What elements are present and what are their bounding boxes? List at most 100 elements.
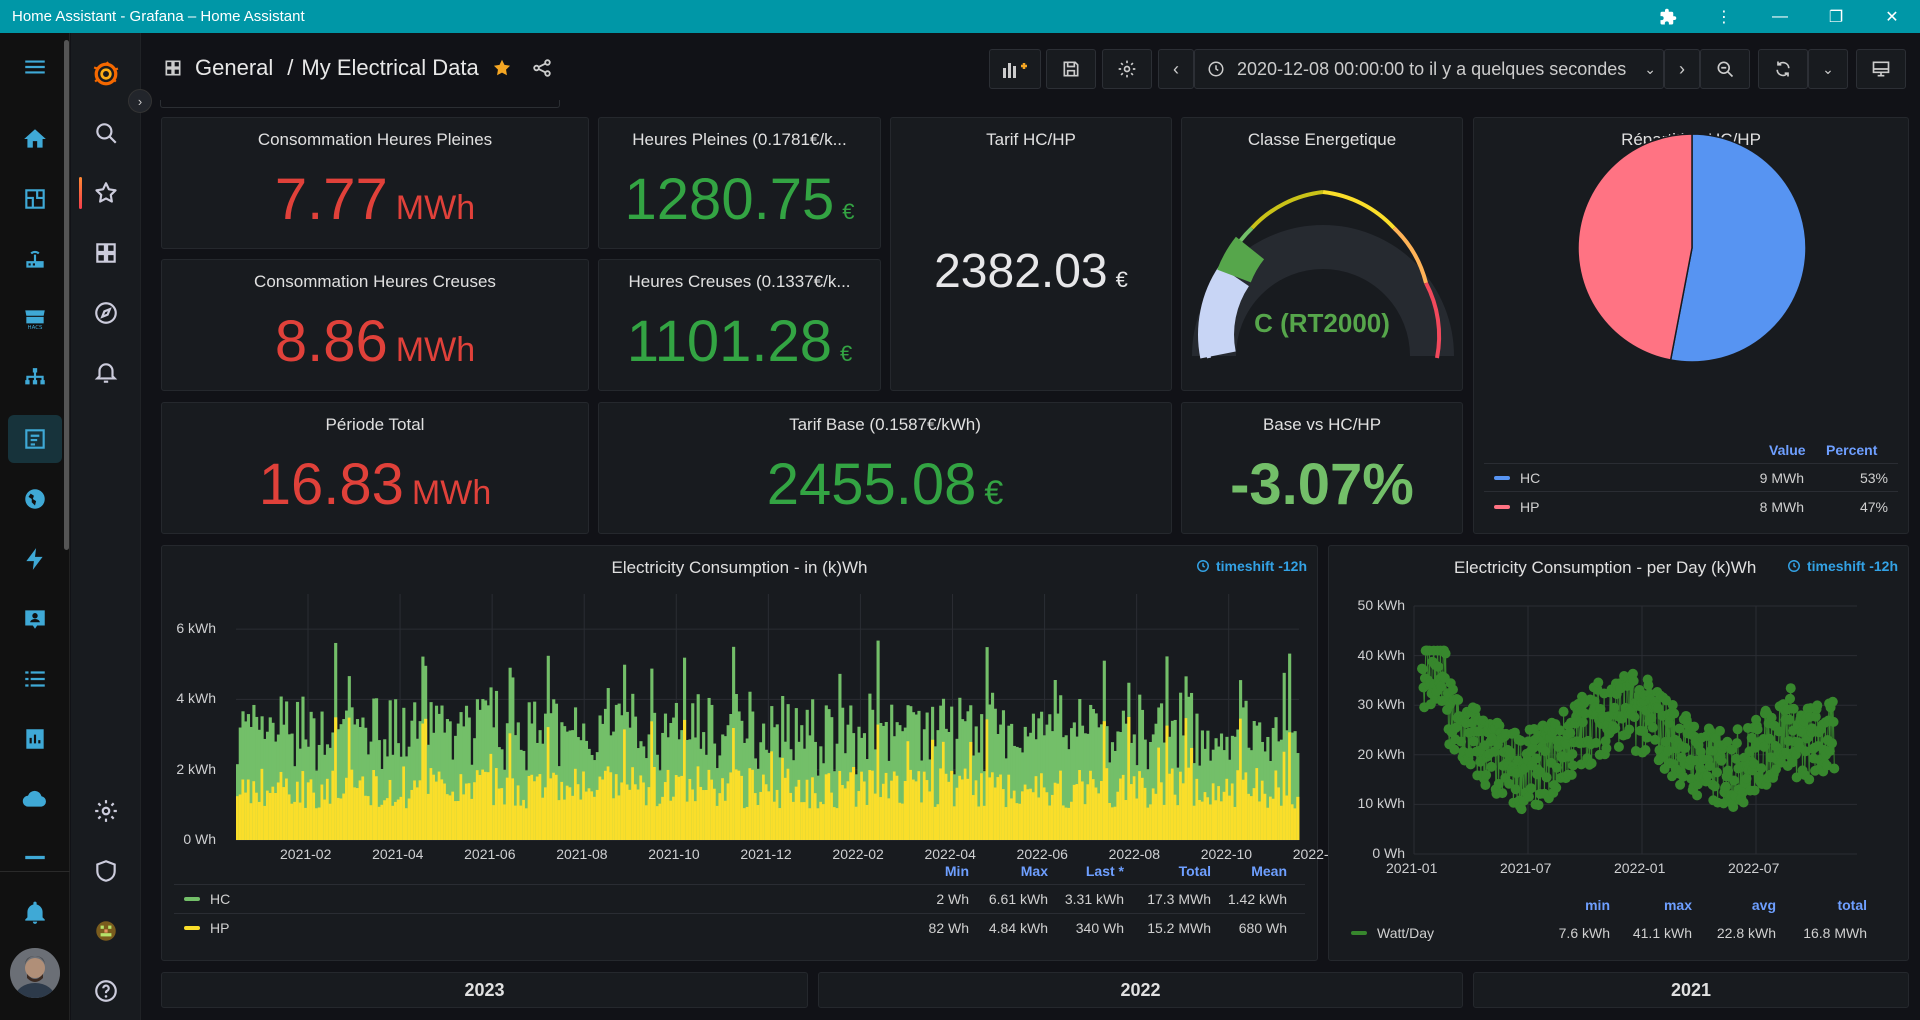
sidebar-expand-button[interactable]: › — [128, 89, 152, 113]
grafana-panel-icon[interactable] — [8, 415, 62, 463]
bar-hc — [977, 752, 981, 840]
bar-hp — [677, 776, 681, 840]
bar-hc — [745, 738, 749, 840]
alerting-icon[interactable] — [85, 352, 127, 394]
panel-consumption-chart[interactable]: Electricity Consumption - in (k)Wh times… — [161, 545, 1344, 961]
panel-tarif-base[interactable]: Tarif Base (0.1587€/kWh) 2455.08 € — [598, 402, 1172, 534]
bar-hc — [1285, 730, 1289, 840]
floorplan-icon[interactable] — [8, 175, 62, 223]
bar-hp — [854, 806, 858, 840]
time-back-button[interactable]: ‹ — [1158, 49, 1194, 89]
panel-base-vs[interactable]: Base vs HC/HP -3.07% — [1181, 402, 1463, 534]
panel-hp-consumption[interactable]: Consommation Heures Pleines 7.77 MWh — [161, 117, 589, 249]
bar-hp — [653, 767, 657, 840]
hacs-icon[interactable]: HACS — [8, 295, 62, 343]
time-forward-button[interactable]: › — [1664, 49, 1700, 89]
refresh-button[interactable] — [1758, 49, 1808, 89]
bar-hp — [437, 771, 441, 840]
tv-mode-button[interactable] — [1856, 49, 1906, 89]
scatter-point — [1551, 782, 1562, 793]
row-header-2022[interactable]: 2022 — [818, 972, 1463, 1008]
breadcrumb-dashboard[interactable]: My Electrical Data — [301, 55, 479, 80]
bar-hp — [595, 789, 599, 840]
starred-icon[interactable] — [85, 172, 127, 214]
network-icon[interactable] — [8, 355, 62, 403]
explore-icon[interactable] — [85, 292, 127, 334]
bar-hc — [606, 688, 610, 840]
consumption-bar-chart[interactable] — [162, 546, 1319, 846]
globe-icon[interactable] — [8, 475, 62, 523]
configuration-icon[interactable] — [85, 790, 127, 832]
bar-hp — [285, 778, 289, 840]
bar-hp — [323, 799, 327, 840]
bar-hp — [1138, 771, 1142, 840]
search-icon[interactable] — [85, 112, 127, 154]
favorite-star-icon[interactable] — [491, 57, 513, 79]
close-icon[interactable]: ✕ — [1885, 8, 1899, 26]
user-avatar[interactable] — [10, 948, 60, 998]
refresh-interval-dropdown[interactable]: ⌄ — [1808, 49, 1848, 89]
legend-row[interactable]: HC 2 Wh 6.61 kWh 3.31 kWh 17.3 MWh 1.42 kWh — [184, 891, 1305, 907]
restore-icon[interactable]: ❐ — [1828, 8, 1844, 26]
legend-row[interactable]: Watt/Day 7.6 kWh 41.1 kWh 22.8 kWh 16.8 MWh — [1351, 925, 1896, 941]
grafana-user-avatar[interactable] — [85, 910, 127, 952]
panel-hp-cost[interactable]: Heures Pleines (0.1781€/k... 1280.75 € — [598, 117, 881, 249]
zoom-out-button[interactable] — [1700, 49, 1750, 89]
legend-value: 9 MWh — [1759, 470, 1804, 486]
grafana-logo-icon[interactable] — [85, 53, 127, 95]
pie-slice-hp[interactable] — [1577, 133, 1693, 361]
panel-energy-class[interactable]: Classe Energetique C (RT2000) — [1181, 117, 1463, 391]
time-range-picker[interactable]: 2020-12-08 00:00:00 to il y a quelques s… — [1194, 49, 1664, 89]
minimize-icon[interactable]: — — [1772, 7, 1788, 25]
panel-repartition[interactable]: Répartition HC/HP Value Percent HC 9 MWh… — [1473, 117, 1909, 534]
person-card-icon[interactable] — [8, 595, 62, 643]
bar-hc — [355, 719, 360, 840]
dashboards-icon[interactable] — [85, 232, 127, 274]
bar-hc — [434, 705, 439, 840]
add-panel-button[interactable] — [989, 49, 1041, 89]
bar-hp — [391, 805, 395, 840]
kebab-menu-icon[interactable]: ⋮ — [1716, 8, 1732, 26]
bar-hc — [993, 708, 997, 840]
bar-hp — [429, 768, 433, 840]
legend-value: 4.84 kWh — [988, 920, 1048, 936]
legend-row[interactable]: HC 9 MWh 53% — [1494, 470, 1888, 486]
panel-hc-cost[interactable]: Heures Creuses (0.1337€/k... 1101.28 € — [598, 259, 881, 391]
sidebar-scrollbar[interactable] — [64, 40, 69, 550]
save-dashboard-button[interactable] — [1046, 49, 1096, 89]
menu-icon[interactable] — [8, 43, 62, 91]
bar-hp — [1031, 792, 1036, 840]
extensions-icon[interactable] — [1640, 0, 1696, 33]
help-icon[interactable] — [85, 970, 127, 1012]
logbook-icon[interactable] — [8, 655, 62, 703]
cloud-icon[interactable] — [8, 775, 62, 823]
dashboard-settings-button[interactable] — [1102, 49, 1152, 89]
panel-total-period[interactable]: Période Total 16.83 MWh — [161, 402, 589, 534]
bar-hp — [1279, 805, 1284, 840]
legend-row[interactable]: HP 82 Wh 4.84 kWh 340 Wh 15.2 MWh 680 Wh — [184, 920, 1305, 936]
panel-tarif-hchp[interactable]: Tarif HC/HP 2382.03 € — [890, 117, 1172, 391]
panel-hc-consumption[interactable]: Consommation Heures Creuses 8.86 MWh — [161, 259, 589, 391]
home-icon[interactable] — [8, 115, 62, 163]
row-header-2023[interactable]: 2023 — [161, 972, 808, 1008]
history-icon[interactable] — [8, 715, 62, 763]
bar-hc — [549, 713, 553, 840]
pie-slice-hc[interactable] — [1669, 133, 1807, 363]
legend-row[interactable]: HP 8 MWh 47% — [1494, 499, 1888, 515]
per-day-scatter-chart[interactable] — [1329, 546, 1910, 866]
share-icon[interactable] — [531, 57, 553, 79]
bar-hp — [999, 774, 1003, 840]
bar-hc — [857, 726, 861, 840]
router-icon[interactable] — [8, 235, 62, 283]
notifications-icon[interactable] — [8, 889, 62, 937]
scatter-point — [1481, 770, 1492, 781]
shield-icon[interactable] — [85, 850, 127, 892]
bar-hp — [811, 777, 815, 840]
bar-hp — [590, 791, 594, 840]
breadcrumb-folder[interactable]: General — [195, 55, 274, 80]
panel-per-day-chart[interactable]: Electricity Consumption - per Day (k)Wh … — [1328, 545, 1909, 961]
energy-icon[interactable] — [8, 535, 62, 583]
row-header-2021[interactable]: 2021 — [1473, 972, 1909, 1008]
bar-hp — [1290, 804, 1294, 840]
vscode-icon[interactable] — [8, 833, 62, 881]
